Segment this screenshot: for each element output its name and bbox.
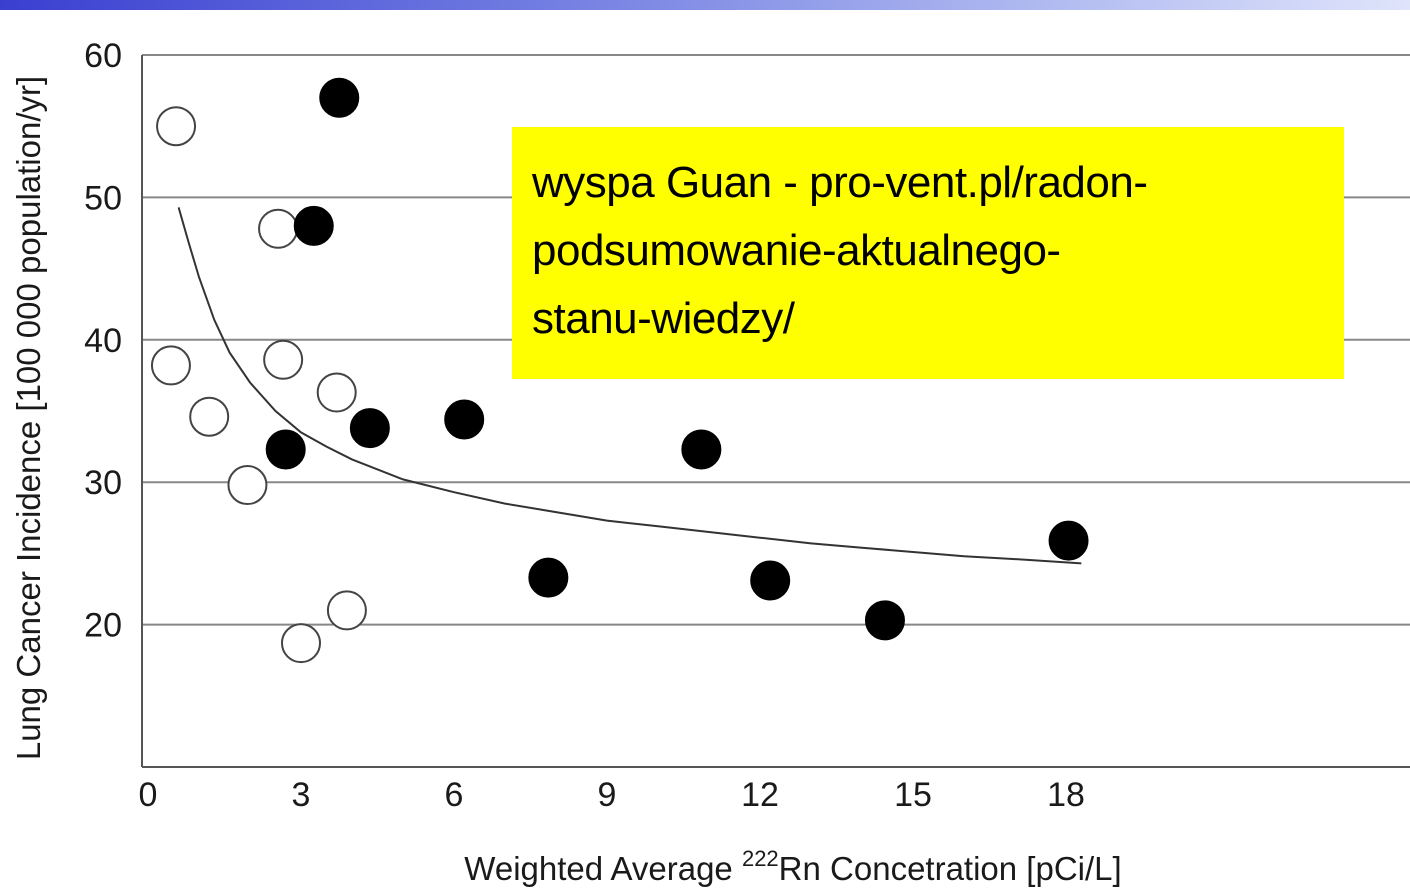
annotation-note: wyspa Guan - pro-vent.pl/radon- podsumow… [512, 127, 1344, 379]
x-axis-label-suffix: Rn Concetration [pCi/L] [779, 850, 1122, 887]
y-tick-label-20: 20 [84, 607, 122, 645]
filled-point-4 [444, 399, 485, 440]
open-point-3 [227, 465, 268, 506]
open-point-8 [326, 590, 367, 631]
note-line-2: podsumowanie-aktualnego- [532, 226, 1061, 275]
open-point-0 [156, 106, 197, 147]
filled-point-1 [293, 205, 334, 246]
x-tick-label-12: 12 [741, 776, 779, 814]
filled-point-9 [1048, 520, 1089, 561]
filled-point-3 [349, 408, 390, 449]
data-points [150, 77, 1089, 664]
tick-labels: 20 30 40 50 60 0 3 6 9 12 15 18 [84, 37, 1085, 814]
x-tick-label-6: 6 [445, 776, 464, 814]
filled-point-8 [864, 600, 905, 641]
x-tick-label-9: 9 [598, 776, 617, 814]
y-tick-label-40: 40 [84, 322, 122, 360]
open-point-6 [281, 623, 321, 664]
y-tick-label-30: 30 [84, 464, 122, 502]
y-axis-label: Lung Cancer Incidence [100 000 populatio… [10, 76, 47, 760]
open-point-5 [263, 339, 304, 380]
filled-point-7 [750, 560, 791, 601]
open-point-4 [258, 208, 299, 249]
fit-curve [177, 207, 1082, 565]
x-axis-label-prefix: Weighted Average [464, 850, 742, 887]
x-axis-label: Weighted Average 222Rn Concetration [pCi… [464, 846, 1121, 887]
filled-point-5 [528, 557, 569, 598]
x-tick-label-3: 3 [292, 776, 311, 814]
note-line-1: wyspa Guan - pro-vent.pl/radon- [532, 158, 1148, 207]
open-point-2 [189, 396, 230, 437]
top-accent-bar [0, 0, 1410, 10]
x-tick-label-15: 15 [894, 776, 932, 814]
filled-point-6 [681, 429, 722, 470]
fit-curve-layer [177, 207, 1082, 565]
open-point-1 [150, 345, 191, 386]
open-point-7 [316, 372, 357, 413]
y-tick-label-60: 60 [84, 37, 122, 75]
axes [141, 55, 1410, 768]
filled-point-0 [265, 429, 306, 470]
x-axis-label-superscript: 222 [742, 846, 779, 871]
filled-point-2 [319, 77, 360, 118]
x-tick-label-0: 0 [139, 776, 158, 814]
note-line-3: stanu-wiedzy/ [532, 294, 795, 343]
x-tick-label-18: 18 [1047, 776, 1085, 814]
y-tick-label-50: 50 [84, 179, 122, 217]
